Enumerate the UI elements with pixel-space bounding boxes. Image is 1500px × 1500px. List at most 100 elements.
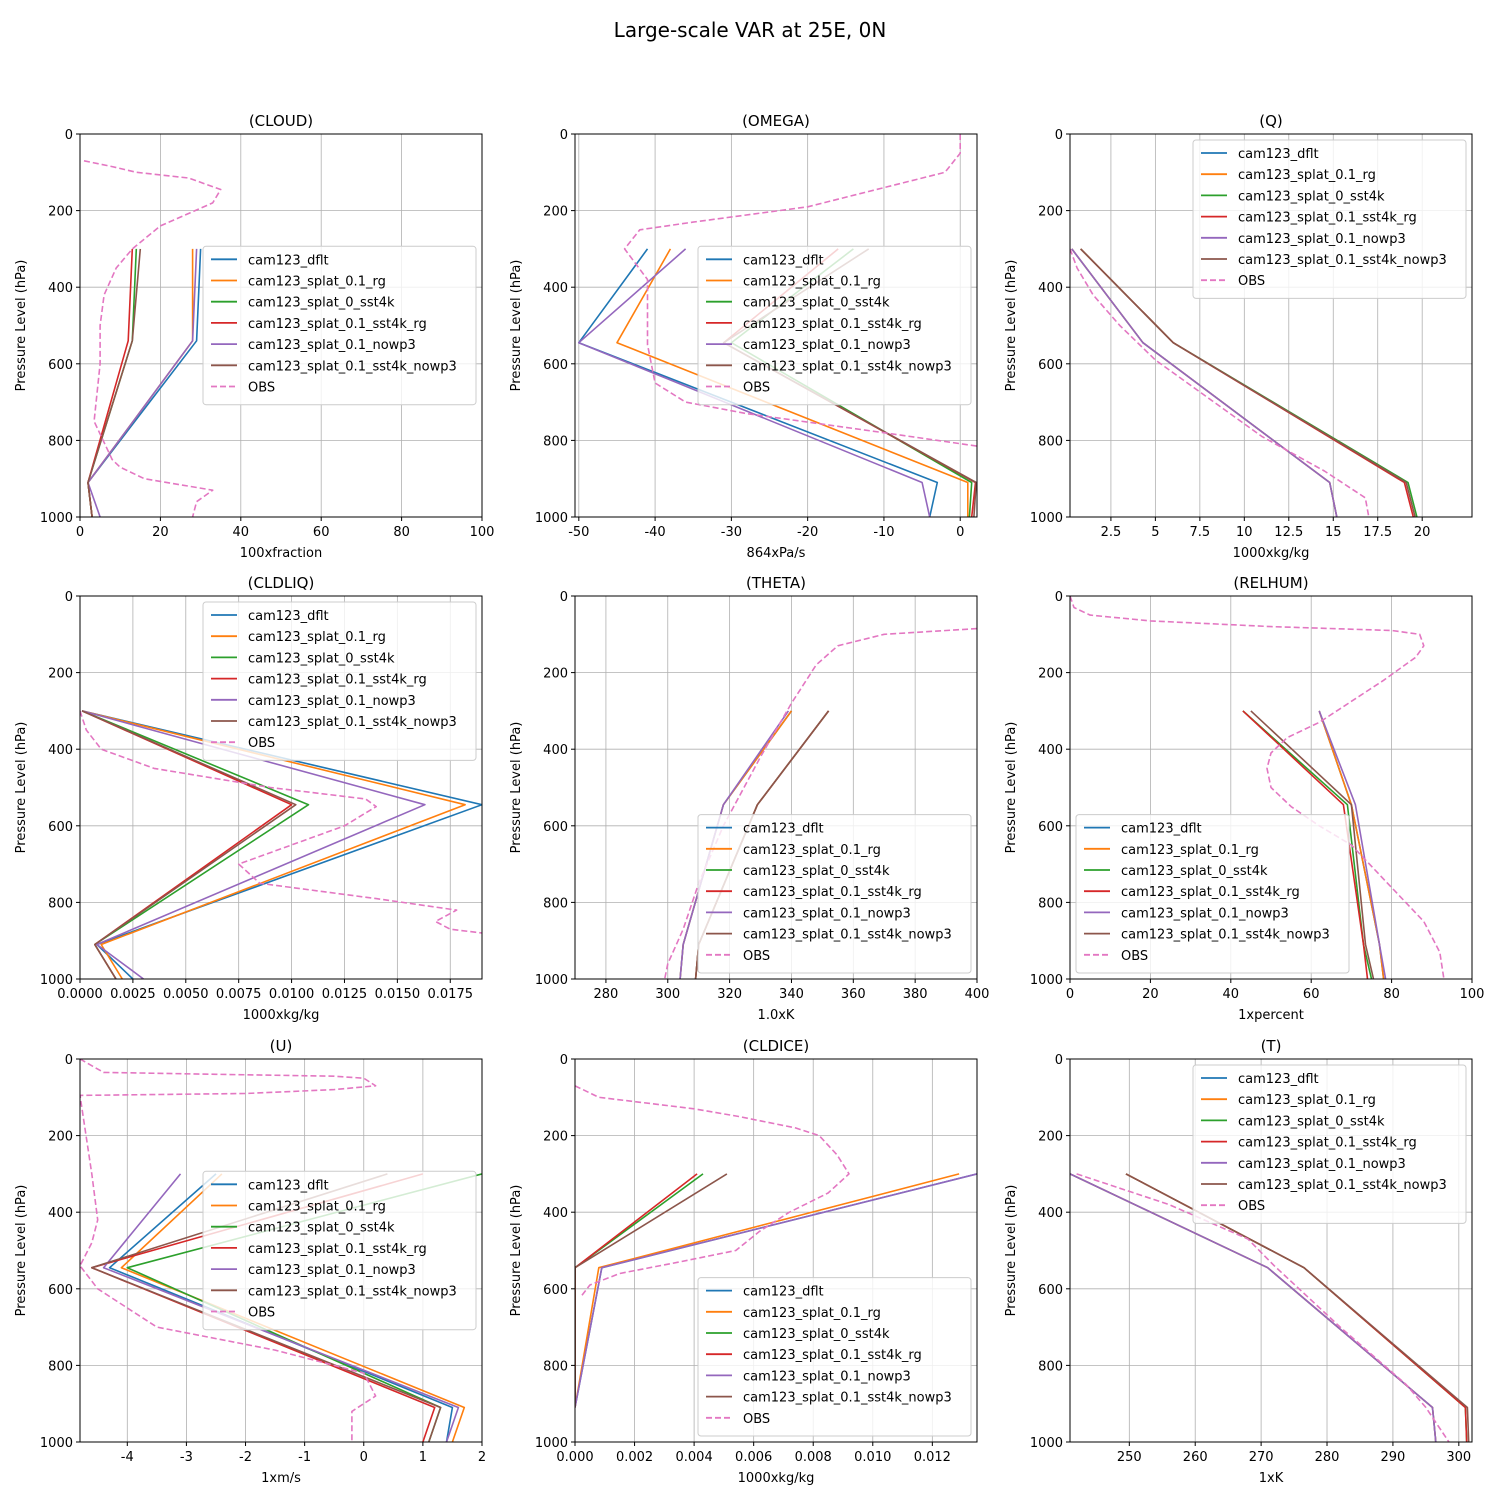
legend-label: cam123_splat_0.1_sst4k_rg <box>248 1242 427 1257</box>
x-axis-label: 1xm/s <box>261 1471 301 1486</box>
subplot-title: (Q) <box>1259 112 1283 130</box>
y-axis-label: Pressure Level (hPa) <box>509 260 524 392</box>
legend-label: cam123_splat_0.1_sst4k_nowp3 <box>248 1284 457 1299</box>
series-line-obs <box>575 1085 850 1297</box>
series-line-cam123-splat-0-1-nowp3 <box>87 248 198 517</box>
legend-label: cam123_splat_0.1_nowp3 <box>1121 906 1289 921</box>
legend-label: cam123_splat_0.1_sst4k_nowp3 <box>743 359 952 374</box>
legend-label: OBS <box>1121 949 1148 964</box>
legend-label: cam123_splat_0.1_rg <box>248 1200 386 1215</box>
y-tick-label: 200 <box>48 667 73 682</box>
legend-label: cam123_splat_0.1_rg <box>743 1306 881 1321</box>
series-line-cam123-splat-0-1-nowp3 <box>1318 710 1387 979</box>
legend-label: cam123_splat_0_sst4k <box>1238 1114 1385 1129</box>
legend-label: cam123_dflt <box>743 822 824 837</box>
x-tick-label: 340 <box>779 987 804 1002</box>
legend-label: cam123_dflt <box>248 1178 329 1193</box>
x-axis-label: 100xfraction <box>240 546 322 561</box>
legend-label: cam123_splat_0.1_nowp3 <box>248 694 416 709</box>
legend-label: cam123_dflt <box>248 609 329 624</box>
legend-label: cam123_splat_0.1_sst4k_rg <box>1238 211 1417 226</box>
legend-label: OBS <box>248 1306 275 1321</box>
x-tick-label: 0.006 <box>735 1450 772 1465</box>
axes-frame <box>79 1058 483 1443</box>
legend-label: cam123_splat_0.1_sst4k_nowp3 <box>1238 1178 1447 1193</box>
legend-label: cam123_splat_0.1_sst4k_nowp3 <box>743 1391 952 1406</box>
x-axis-label: 1000xkg/kg <box>1233 546 1310 561</box>
legend-label: cam123_splat_0.1_nowp3 <box>743 1369 911 1384</box>
legend-label: cam123_splat_0.1_sst4k_rg <box>743 317 922 332</box>
legend: cam123_dflt cam123_splat_0.1_rg cam123_spl… <box>202 1170 477 1331</box>
series-line-cam123-splat-0-1-rg <box>120 1173 466 1442</box>
legend-label: cam123_splat_0.1_nowp3 <box>1238 232 1406 247</box>
subplot-title: (CLOUD) <box>249 112 313 130</box>
legend-label: OBS <box>743 1412 770 1427</box>
subplot-cldice: 0.000 0.002 0.004 0.006 0.008 0.010 0.012 0 200 4… <box>509 1037 978 1486</box>
y-tick-label: 200 <box>543 667 568 682</box>
legend-label: OBS <box>1238 274 1265 289</box>
subplot-title: (CLDLIQ) <box>248 574 315 592</box>
legend-label: cam123_splat_0.1_sst4k_nowp3 <box>1121 928 1330 943</box>
y-tick-label: 1000 <box>40 973 73 988</box>
series-line-cam123-splat-0-1-sst4k-nowp3 <box>81 710 297 979</box>
y-axis-label: Pressure Level (hPa) <box>1004 1185 1019 1317</box>
x-tick-label: 0.010 <box>854 1450 891 1465</box>
legend-label: cam123_dflt <box>1121 822 1202 837</box>
figure-suptitle: Large-scale VAR at 25E, 0N <box>614 18 887 42</box>
y-tick-label: 1000 <box>40 511 73 526</box>
y-tick-label: 400 <box>543 281 568 296</box>
series-line-cam123-splat-0-1-nowp3 <box>102 1173 460 1442</box>
x-tick-label: -40 <box>644 525 665 540</box>
y-tick-label: 200 <box>48 1130 73 1145</box>
subplot-cloud: 0 20 40 60 80 10002004006008001000(CLOUD)100x… <box>14 112 494 561</box>
y-tick-label: 400 <box>1038 281 1063 296</box>
legend-label: cam123_splat_0.1_rg <box>1121 843 1259 858</box>
x-tick-label: 250 <box>1117 1450 1142 1465</box>
legend-label: cam123_splat_0.1_sst4k_rg <box>248 673 427 688</box>
legend: cam123_dflt cam123_splat_0.1_rg cam123_spl… <box>1192 139 1467 299</box>
legend-label: cam123_splat_0.1_sst4k_rg <box>743 885 922 900</box>
y-tick-label: 0 <box>560 590 568 605</box>
legend-label: cam123_dflt <box>743 1285 824 1300</box>
legend-label: cam123_splat_0.1_rg <box>248 275 386 290</box>
y-tick-label: 0 <box>1055 590 1063 605</box>
y-tick-label: 400 <box>543 743 568 758</box>
series-group <box>575 1085 977 1408</box>
axes-frame <box>574 133 978 518</box>
x-tick-label: 40 <box>1223 987 1240 1002</box>
axes-frame <box>1069 1058 1473 1443</box>
legend-box <box>697 814 972 974</box>
x-tick-label: 0.0150 <box>375 987 421 1002</box>
series-line-cam123-splat-0-sst4k <box>1242 710 1373 979</box>
x-tick-label: 280 <box>594 987 619 1002</box>
x-axis-label: 1000xkg/kg <box>243 1008 320 1023</box>
x-tick-label: 0.0000 <box>57 987 103 1002</box>
legend-label: cam123_splat_0_sst4k <box>248 651 395 666</box>
series-line-obs <box>80 710 482 934</box>
x-tick-label: 100 <box>470 525 495 540</box>
y-tick-label: 800 <box>48 434 73 449</box>
y-tick-label: 200 <box>1038 667 1063 682</box>
subplot-title: (T) <box>1261 1037 1282 1055</box>
x-tick-label: 15 <box>1325 525 1342 540</box>
series-group <box>1070 596 1445 979</box>
y-tick-label: 600 <box>1038 820 1063 835</box>
legend-box <box>202 601 477 761</box>
legend-label: OBS <box>743 381 770 396</box>
legend-label: cam123_splat_0_sst4k <box>1238 189 1385 204</box>
legend-label: cam123_splat_0.1_sst4k_rg <box>1238 1136 1417 1151</box>
x-tick-label: 12.5 <box>1274 525 1303 540</box>
series-line-cam123-splat-0-1-rg <box>575 1173 960 1408</box>
y-axis-label: Pressure Level (hPa) <box>1004 260 1019 392</box>
y-tick-label: 0 <box>65 590 73 605</box>
x-tick-label: 0.0100 <box>269 987 315 1002</box>
series-line-cam123-splat-0-1-sst4k-nowp3 <box>575 1173 728 1408</box>
x-tick-label: 2.5 <box>1101 525 1122 540</box>
y-tick-label: 200 <box>543 1130 568 1145</box>
y-tick-label: 800 <box>1038 434 1063 449</box>
series-line-obs <box>1070 248 1370 517</box>
y-tick-label: 400 <box>1038 743 1063 758</box>
series-line-cam123-splat-0-1-sst4k-nowp3 <box>87 248 142 517</box>
series-line-cam123-splat-0-1-nowp3 <box>577 248 931 517</box>
